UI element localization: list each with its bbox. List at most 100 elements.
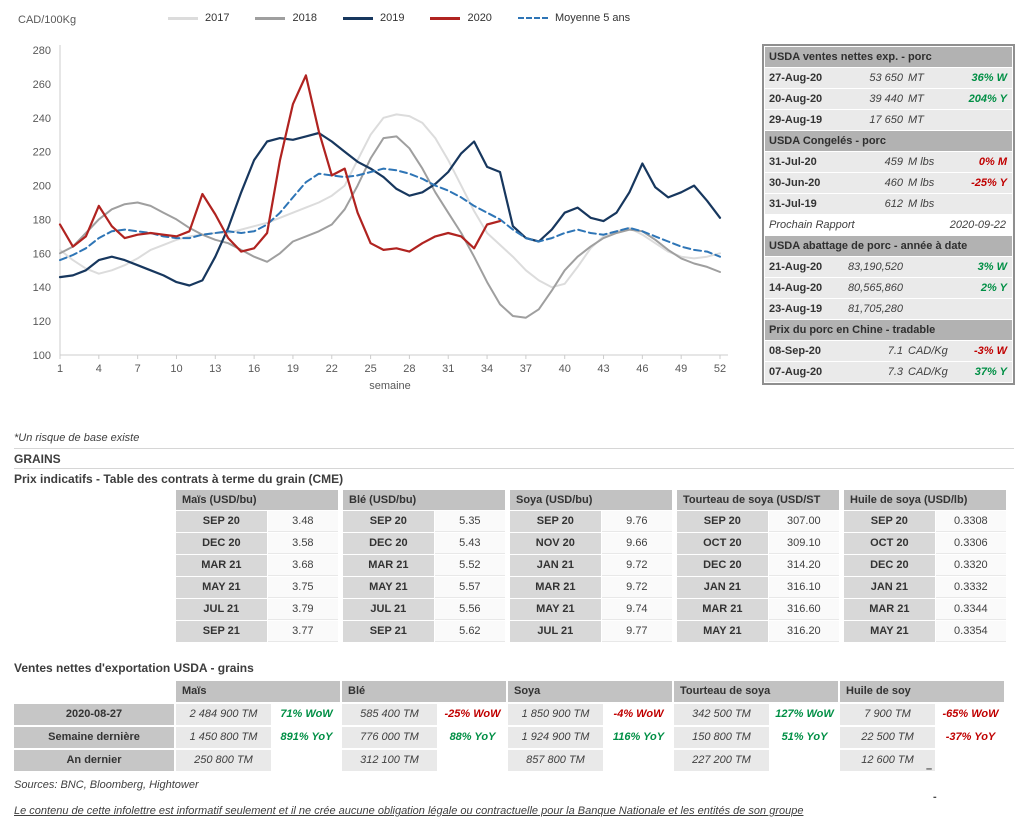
pork-stats-panel: USDA ventes nettes exp. - porc 27-Aug-20… [762, 44, 1015, 385]
pork-section-header: USDA abattage de porc - année à date [765, 236, 1012, 256]
contract-price: 0.3308 [935, 511, 1006, 532]
svg-text:52: 52 [714, 363, 726, 375]
export-volume: 250 800 TM [176, 750, 271, 771]
futures-row: DEC 20 0.3320 [844, 555, 1006, 576]
svg-text:240: 240 [33, 113, 51, 125]
export-volume: 22 500 TM [840, 727, 935, 748]
contract-month: JAN 21 [844, 577, 935, 598]
report-date: 31-Jul-20 [769, 156, 817, 168]
contract-month: MAY 21 [844, 621, 935, 642]
contract-month: SEP 20 [510, 511, 601, 532]
svg-text:13: 13 [209, 363, 221, 375]
contract-price: 0.3306 [935, 533, 1006, 554]
legend-item-2020: 2020 [430, 12, 492, 24]
legend-label: Moyenne 5 ans [554, 12, 631, 24]
export-volume: 776 000 TM [342, 727, 437, 748]
svg-text:34: 34 [481, 363, 493, 375]
export-volume: 227 200 TM [674, 750, 769, 771]
legend-swatch [342, 16, 373, 20]
contract-month: MAY 21 [176, 577, 267, 598]
export-change [937, 750, 1004, 771]
contract-price: 309.10 [768, 533, 839, 554]
exports-row: An dernier 250 800 TM 312 100 TM 857 800… [14, 750, 1010, 771]
pork-data-row: 29-Aug-19 17 650 MT [765, 110, 1012, 130]
pork-data-row: 08-Sep-20 7.1 CAD/Kg -3% W [765, 341, 1012, 361]
contract-month: MAR 21 [844, 599, 935, 620]
report-value: 81,705,280 [847, 303, 903, 315]
svg-text:220: 220 [33, 147, 51, 159]
svg-text:49: 49 [675, 363, 687, 375]
svg-text:120: 120 [33, 316, 51, 328]
svg-text:160: 160 [33, 248, 51, 260]
export-change [605, 750, 672, 771]
legend-label: 2019 [379, 12, 405, 24]
contract-month: MAR 21 [343, 555, 434, 576]
exports-table: Maïs Blé Soya Tourteau de soya Huile de … [14, 681, 1010, 771]
futures-row: MAY 21 9.74 [510, 599, 672, 620]
export-volume: 1 924 900 TM [508, 727, 603, 748]
futures-row: MAR 21 0.3344 [844, 599, 1006, 620]
chart-y-axis-title: CAD/100Kg [18, 14, 77, 26]
futures-row: SEP 20 9.76 [510, 511, 672, 532]
pork-price-chart: CAD/100Kg 2017 2018 2019 2020 Moyenne 5 ans … [0, 0, 760, 412]
svg-text:43: 43 [597, 363, 609, 375]
pork-data-row: 31-Jul-19 612 M lbs [765, 194, 1012, 214]
contract-price: 9.66 [601, 533, 672, 554]
svg-text:semaine: semaine [369, 380, 411, 392]
exports-row: 2020-08-27 2 484 900 TM 71% WoW 585 400 T… [14, 704, 1010, 725]
pork-data-row: 27-Aug-20 53 650 MT 36% W [765, 68, 1012, 88]
report-value: 83,190,520 [847, 261, 903, 273]
futures-row: JUL 21 3.79 [176, 599, 338, 620]
pork-section-header: USDA ventes nettes exp. - porc [765, 47, 1012, 67]
contract-month: SEP 20 [677, 511, 768, 532]
divider [14, 468, 1014, 469]
exports-col-header: Tourteau de soya [674, 681, 838, 702]
report-change [947, 299, 1012, 319]
report-change: 36% W [971, 72, 1007, 84]
report-date: 29-Aug-19 [769, 114, 823, 126]
pork-data-row: 21-Aug-20 83,190,520 3% W [765, 257, 1012, 277]
contract-month: MAR 21 [510, 577, 601, 598]
contract-month: SEP 21 [343, 621, 434, 642]
report-change: 0% M [978, 156, 1007, 168]
report-unit [903, 257, 947, 277]
futures-row: MAR 21 5.52 [343, 555, 505, 576]
exports-row-label: An dernier [14, 750, 174, 771]
futures-row: DEC 20 314.20 [677, 555, 839, 576]
exports-row-label: Semaine dernière [14, 727, 174, 748]
svg-text:280: 280 [33, 45, 51, 57]
legend-label: 2020 [467, 12, 492, 24]
pork-data-row: 07-Aug-20 7.3 CAD/Kg 37% Y [765, 362, 1012, 382]
futures-row: JAN 21 316.10 [677, 577, 839, 598]
futures-row: SEP 20 5.35 [343, 511, 505, 532]
export-change: 891% YoY [280, 731, 333, 743]
report-value: 612 [884, 198, 903, 210]
pork-data-row: 20-Aug-20 39 440 MT 204% Y [765, 89, 1012, 109]
futures-row: JAN 21 9.72 [510, 555, 672, 576]
risk-note: *Un risque de base existe [14, 432, 140, 444]
pork-data-row: 23-Aug-19 81,705,280 [765, 299, 1012, 319]
futures-row: OCT 20 309.10 [677, 533, 839, 554]
contract-price: 9.77 [601, 621, 672, 642]
export-volume: 1 450 800 TM [176, 727, 271, 748]
contract-month: MAR 21 [176, 555, 267, 576]
contract-month: NOV 20 [510, 533, 601, 554]
contract-month: JUL 21 [510, 621, 601, 642]
exports-row: Semaine dernière 1 450 800 TM 891% YoY 77… [14, 727, 1010, 748]
report-date: 14-Aug-20 [769, 282, 823, 294]
export-change: 71% WoW [280, 708, 333, 720]
futures-row: JAN 21 0.3332 [844, 577, 1006, 598]
export-change: 51% YoY [781, 731, 828, 743]
legend-item-2017: 2017 [168, 12, 229, 24]
contract-price: 5.52 [434, 555, 505, 576]
svg-text:40: 40 [559, 363, 571, 375]
contract-month: JAN 21 [510, 555, 601, 576]
contract-price: 9.74 [601, 599, 672, 620]
export-volume: 585 400 TM [342, 704, 437, 725]
contract-price: 3.68 [267, 555, 338, 576]
svg-text:4: 4 [96, 363, 102, 375]
report-date: 21-Aug-20 [769, 261, 823, 273]
futures-row: DEC 20 5.43 [343, 533, 505, 554]
contract-price: 5.43 [434, 533, 505, 554]
futures-row: DEC 20 3.58 [176, 533, 338, 554]
